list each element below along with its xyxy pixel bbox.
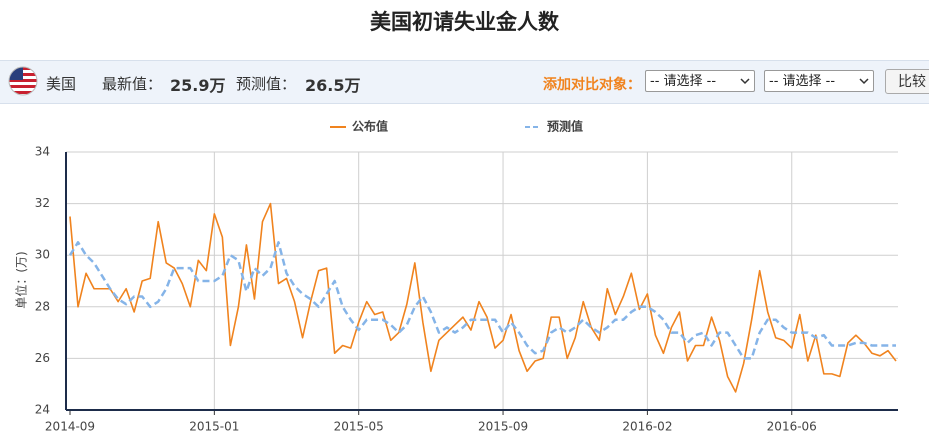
chart: 单位：(万) 24 26 28 30 32 34 2014-09 2015-01 2015-05… [14,119,898,434]
legend-label: 公布值 [352,119,388,134]
series-line [68,241,896,360]
toolbar: 美国 最新值： 25.9万 预测值： 26.5万 添加对比对象： -- 请选择 … [0,60,929,104]
flag-icon [8,66,38,96]
y-axis-label: 单位：(万) [14,251,29,308]
x-tick-label: 2016-02 [622,420,672,434]
y-tick-label: 32 [35,196,50,210]
page-title: 美国初请失业金人数 [370,10,559,34]
chevron [859,78,869,85]
country: 美国 [46,75,77,93]
chevron [740,78,750,85]
compare-button[interactable]: 比较 [885,69,929,94]
select-text: -- 请选择 -- [650,74,717,89]
compare-label: 添加对比对象： [543,77,641,93]
x-tick-label: 2015-05 [334,420,384,434]
forecast-label: 预测值： [236,75,297,93]
y-tick-label: 34 [35,145,50,159]
y-tick-label: 24 [35,403,50,417]
x-tick-label: 2014-09 [45,420,95,434]
x-tick-label: 2015-01 [189,420,239,434]
x-tick-label: 2015-09 [478,420,528,434]
select-text: -- 请选择 -- [769,74,836,89]
compare-select[interactable]: -- 请选择 -- [764,70,874,92]
y-tick-label: 28 [35,299,50,313]
x-tick-label: 2016-06 [767,420,817,434]
y-tick-label: 30 [35,248,50,262]
y-tick-label: 26 [35,351,50,365]
latest-value: 25.9万 [170,76,226,95]
forecast-value: 26.5万 [305,76,361,95]
series-line [69,202,897,393]
compare-select[interactable]: -- 请选择 -- [645,70,755,92]
legend-label: 预测值 [547,119,583,134]
latest-label: 最新值： [102,75,163,93]
